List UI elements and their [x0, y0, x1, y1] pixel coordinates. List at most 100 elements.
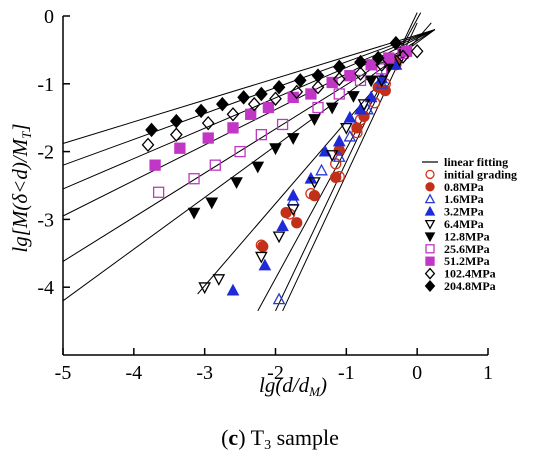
data-point [339, 122, 353, 135]
y-tick-label: -2 [37, 142, 54, 164]
data-point [291, 217, 303, 229]
legend-label: linear fitting [444, 155, 508, 169]
data-point [194, 103, 208, 119]
data-point [226, 283, 240, 296]
data-point [332, 134, 346, 147]
legend-label: 25.6MPa [444, 242, 490, 256]
legend-marker [425, 244, 435, 254]
data-point [311, 79, 325, 95]
y-tick-label: -3 [37, 209, 54, 231]
legend-label: 204.8MPa [444, 279, 496, 293]
series-group [141, 44, 424, 153]
data-point [286, 133, 300, 145]
legend-label: 3.2MPa [444, 205, 484, 219]
data-point [332, 71, 346, 87]
data-point [351, 122, 363, 134]
data-point [286, 204, 300, 217]
data-point [276, 118, 289, 131]
data-point [269, 91, 282, 106]
data-point [311, 68, 325, 83]
fit-lines [62, 12, 436, 312]
series-group [149, 45, 413, 171]
data-point [308, 190, 321, 202]
data-point [315, 163, 328, 176]
data-point [354, 54, 367, 70]
data-point [230, 177, 243, 189]
series-group [152, 47, 409, 198]
data-point [326, 76, 338, 89]
data-point [325, 150, 339, 162]
y-tick-label: 0 [44, 6, 54, 28]
data-point [255, 128, 267, 141]
data-point [371, 50, 385, 66]
legend-marker [424, 193, 436, 204]
y-tick-label: -4 [37, 277, 54, 299]
series-group [145, 35, 403, 138]
x-tick-label: 1 [483, 362, 493, 384]
y-axis-label: lg[M(δ<d)/MT] [8, 123, 34, 252]
legend-label: 0.8MPa [444, 180, 484, 194]
legend-marker [425, 256, 435, 266]
legend-label: 1.6MPa [444, 192, 484, 206]
data-point [286, 188, 300, 201]
data-point [332, 59, 346, 75]
data-point [201, 115, 215, 131]
data-point [389, 35, 403, 51]
fit-line [62, 29, 436, 144]
legend-label: 12.8MPa [444, 229, 490, 243]
data-point [254, 86, 268, 102]
legend-label: 51.2MPa [444, 254, 490, 268]
data-point [254, 251, 268, 264]
data-point [216, 96, 229, 112]
legend-marker [424, 280, 436, 292]
data-point [237, 90, 250, 105]
data-point [293, 73, 307, 88]
data-point [234, 145, 246, 158]
data-point [343, 129, 357, 142]
data-point [393, 55, 406, 67]
y-tick-label: -1 [37, 74, 54, 96]
x-tick-label: 0 [412, 362, 422, 384]
data-point [364, 90, 378, 103]
data-point [269, 143, 282, 156]
data-point [174, 142, 186, 154]
data-point [312, 101, 324, 114]
x-tick-label: -3 [196, 362, 213, 384]
data-point [198, 282, 212, 295]
series-group [198, 55, 406, 295]
data-point [188, 173, 200, 185]
data-point [209, 159, 221, 171]
data-point [141, 137, 155, 153]
data-point [205, 197, 219, 210]
data-point [344, 70, 356, 82]
data-point [343, 110, 357, 123]
legend-marker [425, 182, 435, 192]
data-point [330, 171, 342, 184]
data-points [141, 35, 424, 305]
data-point [365, 59, 377, 71]
data-point [305, 88, 317, 100]
data-point [149, 159, 161, 171]
x-tick-label: -2 [267, 362, 284, 384]
x-tick-label: -1 [338, 362, 355, 384]
data-point [410, 44, 424, 59]
fit-line [62, 29, 436, 302]
data-point [332, 150, 346, 162]
data-point [227, 122, 239, 134]
fit-line [282, 22, 418, 312]
legend-label: initial grading [444, 167, 517, 181]
legend-label: 102.4MPa [444, 267, 496, 281]
legend-marker [425, 169, 435, 180]
data-point [383, 52, 395, 64]
data-point [290, 84, 304, 100]
data-point [325, 102, 339, 115]
data-point [272, 292, 286, 305]
caption: (c) T3 sample [221, 425, 339, 453]
data-point [258, 258, 272, 271]
data-point [245, 108, 257, 120]
data-point [364, 75, 378, 88]
data-point [375, 75, 389, 88]
data-point [152, 186, 165, 198]
